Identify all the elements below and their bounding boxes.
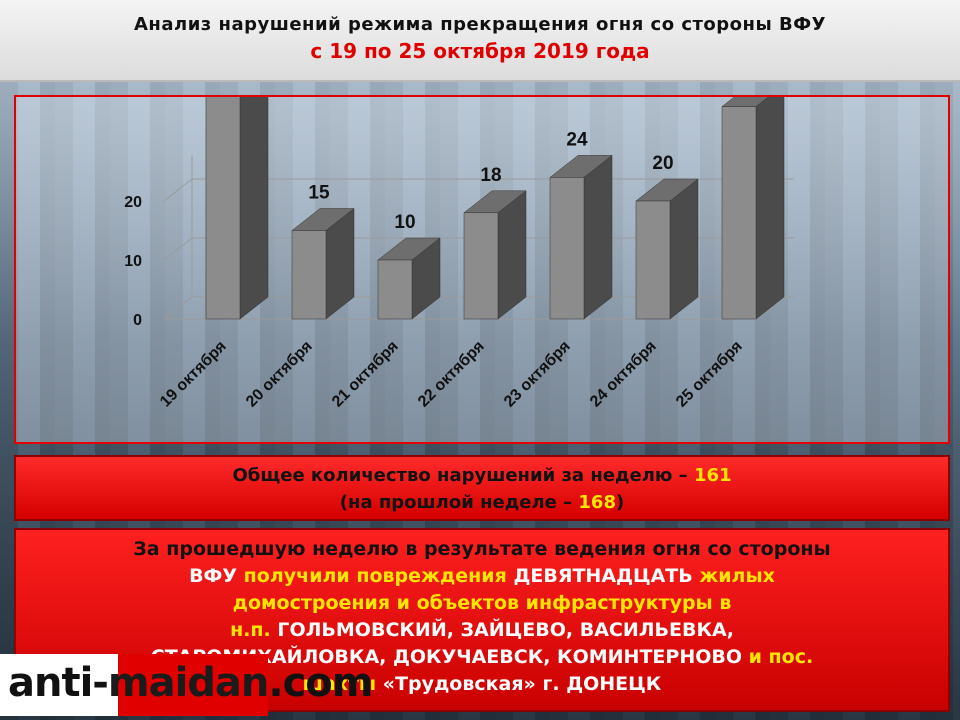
bar-1 — [291, 230, 327, 320]
info-text-2c: ДЕВЯТНАДЦАТЬ — [513, 565, 693, 587]
logo-red-block — [118, 654, 268, 716]
bar-side-0 — [239, 97, 269, 320]
total-line-2: (на прошлой неделе – 168) — [16, 489, 948, 516]
bar-value-label-4: 24 — [566, 129, 588, 150]
x-tick-label-6: 25 октября — [673, 338, 746, 411]
info-line-6: шахты «Трудовская» г. ДОНЕЦК — [16, 671, 948, 698]
logo-text-a: anti- — [8, 660, 109, 706]
x-tick-label-0: 19 октября — [157, 338, 230, 411]
prev-week-text: (на прошлой неделе – — [339, 492, 579, 513]
info-text-6a: шахты — [302, 673, 383, 695]
info-line-1: За прошедшую неделю в результате ведения… — [16, 536, 948, 563]
bar-2 — [377, 259, 413, 320]
x-tick-label-4: 23 октября — [501, 338, 574, 411]
bar-side-6 — [755, 97, 785, 320]
total-line-1: Общее количество нарушений за неделю – 1… — [16, 462, 948, 489]
y-tick-label-2: 20 — [124, 194, 142, 211]
info-line-5: СТАРОМИХАЙЛОВКА, ДОКУЧАЕВСК, КОМИНТЕРНОВ… — [16, 644, 948, 671]
info-text-3: домостроения и объектов инфраструктуры в — [232, 592, 732, 614]
y-tick-label-1: 10 — [124, 253, 142, 270]
info-text-2b: получили повреждения — [237, 565, 514, 587]
site-logo: anti-maidan.com — [0, 654, 373, 716]
title-panel: Анализ нарушений режима прекращения огня… — [0, 0, 960, 82]
bar-side-5 — [669, 178, 699, 320]
total-text: Общее количество нарушений за неделю – — [232, 465, 694, 486]
bar-5 — [635, 200, 671, 320]
info-line-2: ВФУ получили повреждения ДЕВЯТНАДЦАТЬ жи… — [16, 563, 948, 590]
bar-value-label-3: 18 — [480, 165, 501, 186]
info-text-1: За прошедшую неделю в результате ведения… — [133, 538, 831, 560]
bar-side-4 — [583, 154, 613, 320]
page-subtitle: с 19 по 25 октября 2019 года — [310, 39, 650, 63]
bar-0 — [205, 97, 241, 320]
gridline-depth-2 — [163, 178, 193, 202]
info-line-4: н.п. ГОЛЬМОВСКИЙ, ЗАЙЦЕВО, ВАСИЛЬЕВКА, — [16, 617, 948, 644]
x-tick-label-1: 20 октября — [243, 338, 316, 411]
prev-week-value: 168 — [578, 492, 616, 513]
info-text-4b: ГОЛЬМОВСКИЙ, ЗАЙЦЕВО, ВАСИЛЬЕВКА, — [277, 619, 734, 641]
logo-text-b: maidan — [107, 660, 269, 706]
bar-side-3 — [497, 190, 527, 320]
logo-text: anti-maidan.com — [8, 660, 373, 706]
y-tick-label-0: 0 — [133, 312, 142, 329]
bar-value-label-2: 10 — [394, 212, 415, 233]
bar-value-label-5: 20 — [652, 153, 673, 174]
total-violations-panel: Общее количество нарушений за неделю – 1… — [14, 455, 950, 521]
bar-4 — [549, 177, 585, 320]
gridline-depth-1 — [163, 237, 193, 261]
logo-text-c: .com — [268, 660, 373, 706]
x-tick-label-2: 21 октября — [329, 338, 402, 411]
info-line-3: домостроения и объектов инфраструктуры в — [16, 590, 948, 617]
info-text-5b: и пос. — [742, 646, 814, 668]
info-text-6b: «Трудовская» г. ДОНЕЦК — [382, 673, 662, 695]
prev-week-close: ) — [615, 492, 625, 513]
x-tick-label-5: 24 октября — [587, 338, 660, 411]
info-text-2a: ВФУ — [189, 565, 238, 587]
info-text-5a: СТАРОМИХАЙЛОВКА, ДОКУЧАЕВСК, КОМИНТЕРНОВ… — [150, 646, 743, 668]
x-tick-label-3: 22 октября — [415, 338, 488, 411]
info-text-4a: н.п. — [230, 619, 278, 641]
bar-6 — [721, 106, 757, 320]
gridline-depth-0 — [163, 296, 193, 320]
bar-value-label-1: 15 — [308, 183, 330, 204]
logo-white-block — [0, 654, 118, 716]
page-title: Анализ нарушений режима прекращения огня… — [134, 14, 826, 35]
total-value: 161 — [693, 465, 732, 486]
bar-3 — [463, 212, 499, 320]
info-text-2d: жилых — [692, 565, 775, 587]
